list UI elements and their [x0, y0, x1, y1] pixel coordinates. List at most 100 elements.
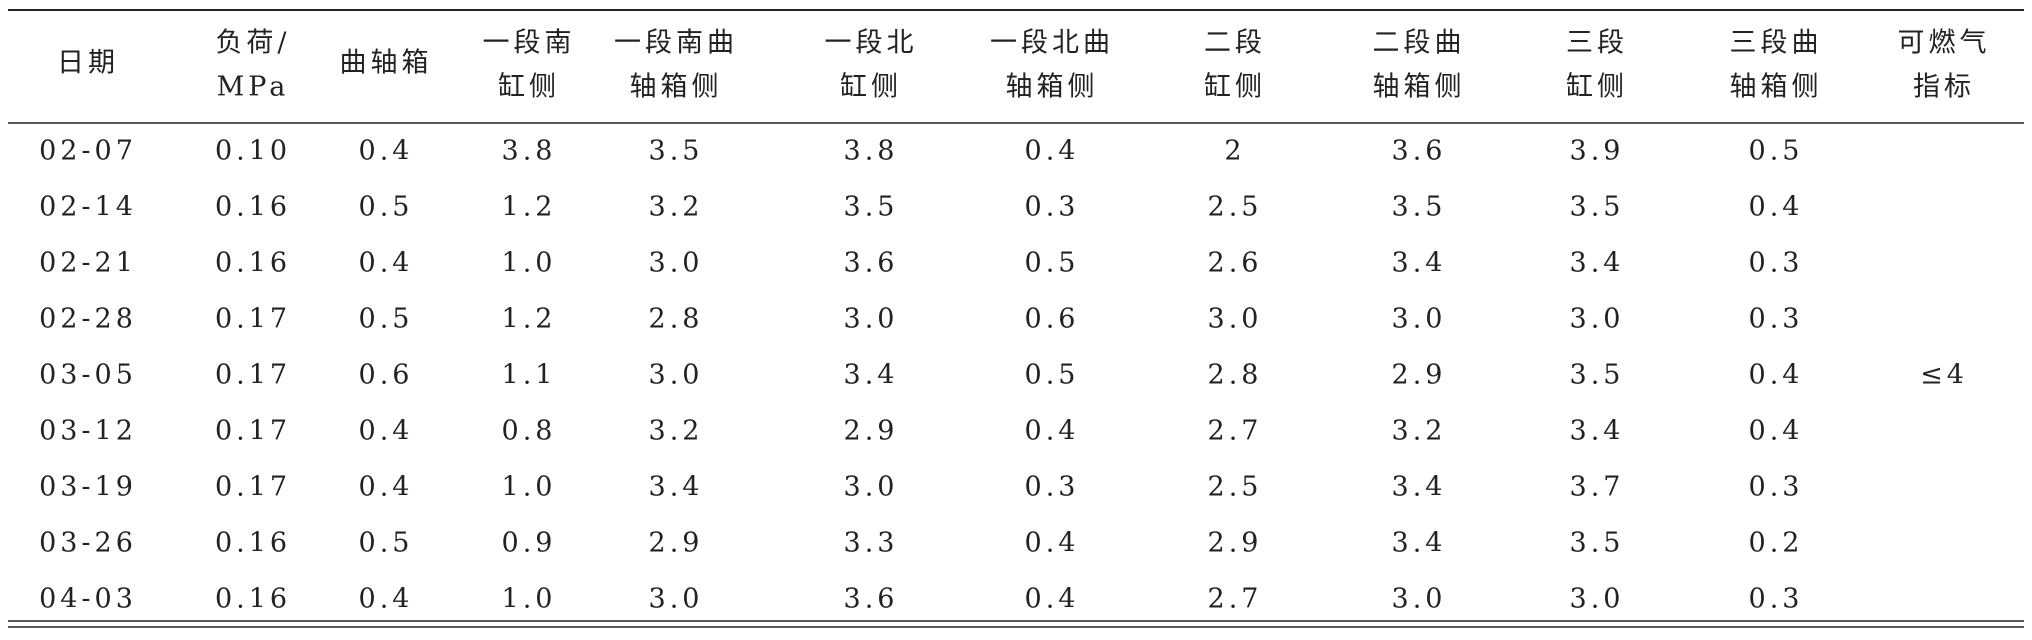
table-cell: 0.5 [359, 528, 414, 559]
header-cell: 负荷/ [215, 28, 290, 59]
table-cell: 3.2 [1392, 416, 1447, 447]
table-cell: 3.5 [1570, 360, 1625, 391]
header-cell: 三段曲 [1730, 28, 1823, 59]
table-cell: 3.0 [1208, 304, 1263, 335]
table-cell: 0.2 [1749, 528, 1804, 559]
header-cell: 指标 [1913, 72, 1975, 103]
table-cell: 2.7 [1208, 416, 1263, 447]
table-cell: 1.2 [502, 304, 557, 335]
table-cell: 3.4 [1392, 528, 1447, 559]
table-cell: 04-03 [39, 584, 137, 615]
table-cell: 02-07 [39, 136, 137, 167]
table-cell: 0.3 [1749, 304, 1804, 335]
table-cell: 3.5 [1570, 192, 1625, 223]
table-cell: 3.5 [1570, 528, 1625, 559]
table-cell: 3.7 [1570, 472, 1625, 503]
table-cell: 3.0 [649, 248, 704, 279]
header-cell: 轴箱侧 [1373, 72, 1466, 103]
table-cell: 3.8 [844, 136, 899, 167]
table-cell: 0.3 [1749, 472, 1804, 503]
table-cell: 3.4 [1570, 248, 1625, 279]
table-cell: 03-19 [39, 472, 137, 503]
table-cell: 02-14 [39, 192, 137, 223]
header-cell: 三段 [1566, 28, 1628, 59]
header-cell: 二段曲 [1373, 28, 1466, 59]
table-cell: 3.8 [502, 136, 557, 167]
table-cell: 3.6 [844, 248, 899, 279]
header-cell: 轴箱侧 [1006, 72, 1099, 103]
table-cell: 0.17 [215, 472, 291, 503]
table-cell: 0.17 [215, 304, 291, 335]
table-cell: 2.5 [1208, 472, 1263, 503]
table-cell: 0.6 [359, 360, 414, 391]
header-cell: 一段南曲 [614, 28, 738, 59]
table-cell: 0.5 [359, 192, 414, 223]
table-cell: 0.6 [1025, 304, 1080, 335]
table-cell: 2.9 [1208, 528, 1263, 559]
table-cell: 0.4 [359, 472, 414, 503]
table-cell: 3.6 [844, 584, 899, 615]
header-cell: 可燃气 [1898, 28, 1991, 59]
table-cell: 2.9 [844, 416, 899, 447]
table-cell: 3.0 [1570, 584, 1625, 615]
table-cell: 1.0 [502, 472, 557, 503]
header-cell: 轴箱侧 [1730, 72, 1823, 103]
table-cell: 2.7 [1208, 584, 1263, 615]
table-cell: 3.9 [1570, 136, 1625, 167]
table-cell: 3.5 [844, 192, 899, 223]
header-cell: 日期 [57, 48, 119, 79]
table-cell: 0.9 [502, 528, 557, 559]
header-cell: 缸侧 [840, 72, 902, 103]
table-cell: 0.5 [1749, 136, 1804, 167]
table-cell: 2 [1224, 136, 1245, 167]
table-cell: 0.16 [215, 248, 291, 279]
table-cell: 3.4 [1570, 416, 1625, 447]
table-cell: 1.1 [502, 360, 557, 391]
table-cell: 3.0 [844, 304, 899, 335]
table-cell: 02-21 [39, 248, 137, 279]
table-cell: 0.16 [215, 584, 291, 615]
table-cell: 0.3 [1749, 584, 1804, 615]
table-cell: 3.0 [1392, 584, 1447, 615]
table-cell: 3.0 [649, 360, 704, 391]
table-cell: 03-12 [39, 416, 137, 447]
table-cell: 0.4 [1749, 416, 1804, 447]
table-cell: 3.2 [649, 416, 704, 447]
table-cell: 3.5 [649, 136, 704, 167]
header-cell: 缸侧 [1566, 72, 1628, 103]
header-cell: 轴箱侧 [630, 72, 723, 103]
table-cell: 3.4 [1392, 248, 1447, 279]
header-cell: 缸侧 [498, 72, 560, 103]
table-cell: 3.0 [1392, 304, 1447, 335]
table-cell: 3.0 [1570, 304, 1625, 335]
table-cell: 0.3 [1749, 248, 1804, 279]
table-cell: 03-05 [39, 360, 137, 391]
header-cell: 一段北曲 [990, 28, 1114, 59]
table-cell: 0.16 [215, 192, 291, 223]
table-cell: 0.3 [1025, 192, 1080, 223]
table-cell: 2.8 [649, 304, 704, 335]
table-cell: 3.5 [1392, 192, 1447, 223]
header-cell: 一段北 [825, 28, 918, 59]
header-cell: 二段 [1204, 28, 1266, 59]
table-cell: 2.5 [1208, 192, 1263, 223]
header-cell: MPa [217, 72, 290, 103]
table-cell: 0.4 [1749, 192, 1804, 223]
table-cell: 1.0 [502, 584, 557, 615]
table-cell: 0.4 [1025, 528, 1080, 559]
table-cell: 0.5 [1025, 248, 1080, 279]
table-cell: 1.2 [502, 192, 557, 223]
table-cell: 2.9 [1392, 360, 1447, 391]
table-cell: 3.6 [1392, 136, 1447, 167]
table-cell: 3.4 [844, 360, 899, 391]
table-cell: 3.4 [1392, 472, 1447, 503]
table-cell: 0.10 [215, 136, 291, 167]
table-cell: 1.0 [502, 248, 557, 279]
header-cell: 一段南 [483, 28, 576, 59]
table-cell: 0.4 [1025, 416, 1080, 447]
table-cell: 0.16 [215, 528, 291, 559]
table-cell: 0.5 [359, 304, 414, 335]
table-cell: 0.4 [1025, 584, 1080, 615]
